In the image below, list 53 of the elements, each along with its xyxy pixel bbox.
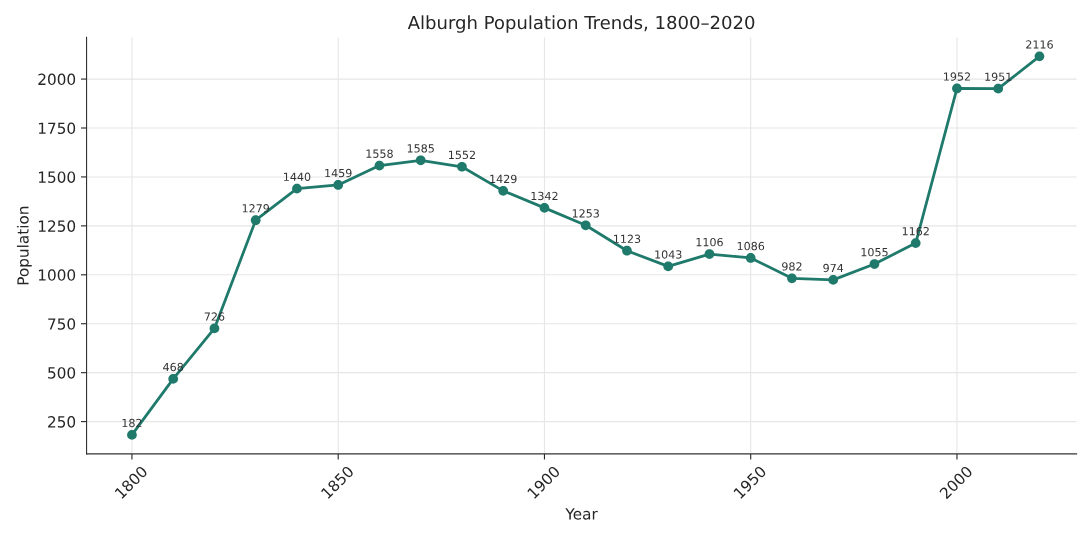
point (292, 183, 302, 194)
y-tick-label: 250 (48, 416, 76, 428)
y-tick-label: 1500 (38, 171, 76, 183)
y-tick-label: 1750 (38, 122, 76, 135)
data-label: 982 (782, 262, 802, 271)
point (1034, 51, 1045, 62)
point (209, 323, 220, 334)
point (374, 160, 385, 171)
point (622, 245, 632, 256)
data-label: 1440 (284, 172, 311, 181)
data-label: 1123 (614, 234, 641, 244)
data-label: 1552 (449, 150, 475, 160)
point (539, 203, 550, 213)
point (704, 249, 715, 259)
point (869, 259, 880, 269)
point (745, 253, 756, 263)
point (663, 261, 674, 272)
y-tick-label: 750 (48, 318, 76, 330)
data-label: 974 (823, 263, 844, 273)
data-label: 2116 (1026, 40, 1053, 49)
point (415, 155, 426, 166)
point (127, 430, 137, 440)
point (333, 180, 344, 190)
point (787, 273, 797, 284)
y-tick-label: 2000 (38, 73, 76, 86)
data-label: 1342 (531, 191, 558, 201)
data-label: 1253 (572, 209, 599, 218)
data-label: 1585 (407, 144, 434, 153)
y-tick-label: 1250 (38, 220, 76, 232)
point (457, 161, 467, 172)
data-label: 1558 (366, 149, 393, 158)
data-label: 1106 (696, 237, 723, 247)
data-label: 1055 (861, 247, 888, 257)
point (498, 185, 509, 196)
data-label: 1951 (985, 72, 1012, 81)
point (952, 83, 962, 94)
point (910, 238, 921, 248)
y-axis-title: Population (16, 206, 32, 285)
y-tick-label: 1000 (38, 269, 76, 281)
data-label: 1086 (737, 241, 765, 251)
data-label: 1043 (655, 250, 682, 259)
point (580, 220, 591, 231)
x-axis-title: Year (565, 508, 598, 520)
data-label: 1952 (944, 72, 970, 81)
point (993, 83, 1004, 94)
data-label: 1459 (325, 168, 352, 178)
y-tick-label: 500 (48, 367, 76, 379)
data-label: 1279 (242, 204, 270, 213)
point (250, 215, 261, 226)
data-label: 1429 (490, 174, 517, 184)
point (168, 374, 179, 384)
chart-title: Alburgh Population Trends, 1800–2020 (407, 15, 755, 33)
point (828, 275, 839, 285)
